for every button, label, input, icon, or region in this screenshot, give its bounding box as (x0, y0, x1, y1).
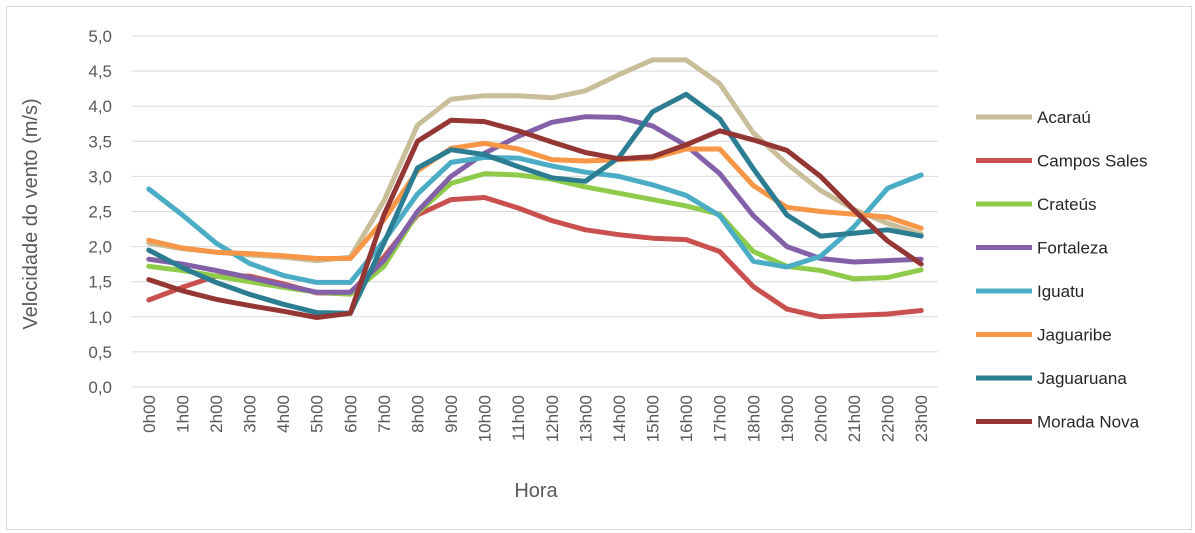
x-tick-label: 12h00 (543, 395, 562, 442)
series-line (146, 117, 924, 320)
x-tick-label: 21h00 (845, 395, 864, 442)
legend-item: Crateús (976, 195, 1097, 214)
x-tick-label: 22h00 (879, 395, 898, 442)
x-tick-label: 19h00 (778, 395, 797, 442)
y-axis-title: Velocidade do vento (m/s) (20, 98, 42, 329)
x-tick-label: 13h00 (576, 395, 595, 442)
series-line (146, 154, 924, 285)
x-tick-label: 17h00 (711, 395, 730, 442)
x-tick-label: 20h00 (811, 395, 830, 442)
legend: Acaraú Campos Sales Crateús Fortaleza Iguatu… (976, 108, 1148, 432)
x-tick-label: 5h00 (308, 395, 327, 433)
y-tick-label: 2,5 (88, 203, 112, 222)
legend-label: Fortaleza (1037, 239, 1108, 258)
series-line (146, 171, 924, 297)
series-lines (146, 57, 924, 320)
legend-item: Iguatu (976, 282, 1084, 301)
legend-label: Campos Sales (1037, 152, 1148, 171)
legend-label: Iguatu (1037, 282, 1084, 301)
y-tick-label: 4,5 (88, 62, 112, 81)
y-axis-ticks: 0,0 0,5 1,0 1,5 2,0 2,5 3,0 3,5 4,0 4,5 5,0 (88, 27, 112, 397)
x-tick-label: 15h00 (644, 395, 663, 442)
x-axis-ticks: 0h00 1h00 2h00 3h00 4h00 5h00 6h00 7h00 8h00 9h00… (140, 395, 931, 442)
x-tick-label: 3h00 (241, 395, 260, 433)
legend-label: Acaraú (1037, 108, 1091, 127)
series-line (146, 140, 924, 261)
x-tick-label: 2h00 (207, 395, 226, 433)
legend-item: Acaraú (976, 108, 1091, 127)
x-tick-label: 23h00 (912, 395, 931, 442)
y-tick-label: 2,0 (88, 238, 112, 257)
x-tick-label: 9h00 (442, 395, 461, 433)
y-tick-label: 3,0 (88, 167, 112, 186)
y-tick-label: 0,5 (88, 343, 112, 362)
y-tick-label: 1,0 (88, 308, 112, 327)
x-axis-title: Hora (514, 480, 558, 502)
x-tick-label: 11h00 (509, 395, 528, 441)
legend-label: Jaguaribe (1037, 326, 1112, 345)
legend-item: Morada Nova (976, 413, 1140, 432)
legend-label: Jaguaruana (1037, 369, 1127, 388)
y-tick-label: 3,5 (88, 132, 112, 151)
series-line (146, 114, 924, 295)
legend-item: Jaguaribe (976, 326, 1112, 345)
legend-label: Morada Nova (1037, 413, 1140, 432)
x-tick-label: 14h00 (610, 395, 629, 442)
x-tick-label: 16h00 (677, 395, 696, 442)
legend-item: Campos Sales (976, 152, 1148, 171)
x-tick-label: 6h00 (341, 395, 360, 433)
legend-label: Crateús (1037, 195, 1097, 214)
x-tick-label: 4h00 (274, 395, 293, 433)
series-line (146, 91, 924, 316)
y-tick-label: 5,0 (88, 27, 112, 46)
legend-item: Jaguaruana (976, 369, 1127, 388)
x-tick-label: 0h00 (140, 395, 159, 433)
x-tick-label: 7h00 (375, 395, 394, 433)
x-tick-label: 18h00 (744, 395, 763, 442)
x-tick-label: 8h00 (408, 395, 427, 433)
x-tick-label: 1h00 (173, 395, 192, 433)
y-tick-label: 1,5 (88, 273, 112, 292)
y-tick-label: 0,0 (88, 378, 112, 397)
legend-item: Fortaleza (976, 239, 1108, 258)
x-tick-label: 10h00 (476, 395, 495, 442)
y-tick-label: 4,0 (88, 97, 112, 116)
